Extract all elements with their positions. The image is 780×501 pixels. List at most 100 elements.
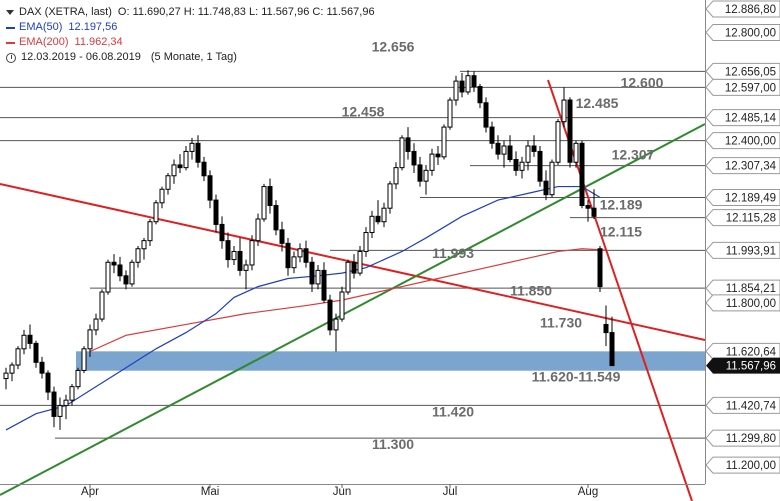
- candle: [375, 200, 381, 225]
- candle-body-down: [303, 248, 309, 263]
- candle: [441, 124, 447, 160]
- candle: [561, 87, 567, 128]
- candle-body-down: [405, 137, 411, 152]
- candle-body-down: [237, 250, 243, 271]
- candle: [507, 135, 513, 163]
- candle-body-up: [339, 291, 345, 320]
- candle: [81, 346, 87, 374]
- candle-body-down: [489, 126, 495, 144]
- candle: [345, 259, 351, 295]
- level-annotation: 11.620-11.549: [532, 368, 621, 384]
- candle: [567, 97, 573, 168]
- candle: [183, 146, 189, 171]
- candle: [543, 170, 549, 201]
- candle: [471, 71, 477, 92]
- candle: [195, 135, 201, 168]
- price-tick-label: 12.400,00: [725, 136, 776, 148]
- candle: [321, 262, 327, 303]
- candle-body-up: [399, 137, 405, 169]
- price-tick: 11.567,96: [706, 357, 780, 374]
- legend-ema200-label: EMA(200): [19, 36, 69, 48]
- candle-body-down: [39, 361, 45, 374]
- level-annotation: 11.850: [510, 283, 552, 299]
- candle-body-down: [309, 261, 315, 285]
- level-annotations: 12.656 12.600 12.458 12.485 12.307 12.189 12.1…: [342, 38, 664, 451]
- candle-body-up: [357, 250, 363, 274]
- candle: [579, 140, 585, 209]
- candle-body-down: [567, 99, 573, 163]
- candle: [39, 356, 45, 379]
- candle-body-up: [9, 364, 15, 374]
- candle-body-down: [213, 199, 219, 225]
- chart-legend: DAX (XETRA, last) O: 11.690,27 H: 11.748…: [6, 5, 375, 65]
- candle: [69, 383, 75, 406]
- candle: [3, 367, 9, 390]
- candle: [279, 221, 285, 252]
- candle: [33, 340, 39, 368]
- candle-body-down: [537, 150, 543, 182]
- candle-body-down: [585, 204, 591, 209]
- candle-body-up: [573, 142, 579, 163]
- candle-body-up: [465, 75, 471, 93]
- candle-body-up: [297, 248, 303, 258]
- candle: [303, 240, 309, 268]
- price-tick-label: 12.886,80: [725, 4, 776, 16]
- candle-body-down: [513, 159, 519, 171]
- candle: [315, 264, 321, 290]
- level-annotation: 12.485: [576, 95, 619, 111]
- candle: [351, 254, 357, 279]
- level-annotation: 11.993: [432, 245, 474, 261]
- candle-body-up: [525, 145, 531, 163]
- candle-body-up: [363, 232, 369, 252]
- candle-body-down: [411, 150, 417, 166]
- candle-body-down: [111, 261, 117, 266]
- legend-ohlc: O: 11.690,27 H: 11.748,83 L: 11.567,96 C…: [117, 6, 375, 18]
- candle-body-up: [141, 240, 147, 250]
- candle: [291, 251, 297, 274]
- current-price-marker: [706, 357, 780, 374]
- candle: [93, 313, 99, 336]
- candle: [273, 200, 279, 236]
- price-tick-box: [705, 0, 780, 18]
- candle-body-down: [471, 75, 477, 88]
- price-tick-box: [705, 189, 780, 207]
- candle-body-up: [393, 167, 399, 185]
- candle: [483, 97, 489, 133]
- legend-period: (5 Monate, 1 Tag): [150, 51, 237, 63]
- candles: [3, 70, 615, 430]
- price-tick-label: 11.299,80: [726, 433, 776, 445]
- candle-body-up: [15, 348, 21, 366]
- candle-body-up: [555, 121, 561, 163]
- candle: [525, 140, 531, 171]
- legend-ema200-row: EMA(200) 11.962,34: [6, 35, 375, 50]
- price-tick-label: 12.189,49: [725, 193, 776, 205]
- candle-body-down: [483, 102, 489, 128]
- candle: [297, 243, 303, 263]
- candle: [117, 256, 123, 282]
- candle: [333, 313, 339, 352]
- candle: [261, 183, 267, 222]
- price-tick-box: [705, 429, 780, 447]
- candle-body-down: [273, 204, 279, 231]
- collapse-arrow-icon[interactable]: [6, 10, 14, 15]
- candle-body-down: [477, 86, 483, 104]
- candle: [453, 75, 459, 106]
- candle-body-up: [147, 221, 153, 242]
- candle-body-down: [45, 372, 51, 393]
- candle-body-up: [261, 186, 267, 220]
- candle-body-up: [189, 142, 195, 152]
- candle: [309, 256, 315, 293]
- candle-body-down: [543, 180, 549, 196]
- candle: [537, 146, 543, 187]
- level-annotation: 12.656: [372, 38, 415, 54]
- candle-body-down: [495, 142, 501, 155]
- candle: [363, 227, 369, 257]
- price-tick: 11.200,00: [705, 456, 780, 474]
- candle: [603, 305, 609, 347]
- candle: [267, 178, 273, 214]
- candle: [27, 324, 33, 349]
- candle: [63, 394, 69, 420]
- candle: [423, 164, 429, 195]
- price-tick: 12.115,28: [705, 209, 780, 227]
